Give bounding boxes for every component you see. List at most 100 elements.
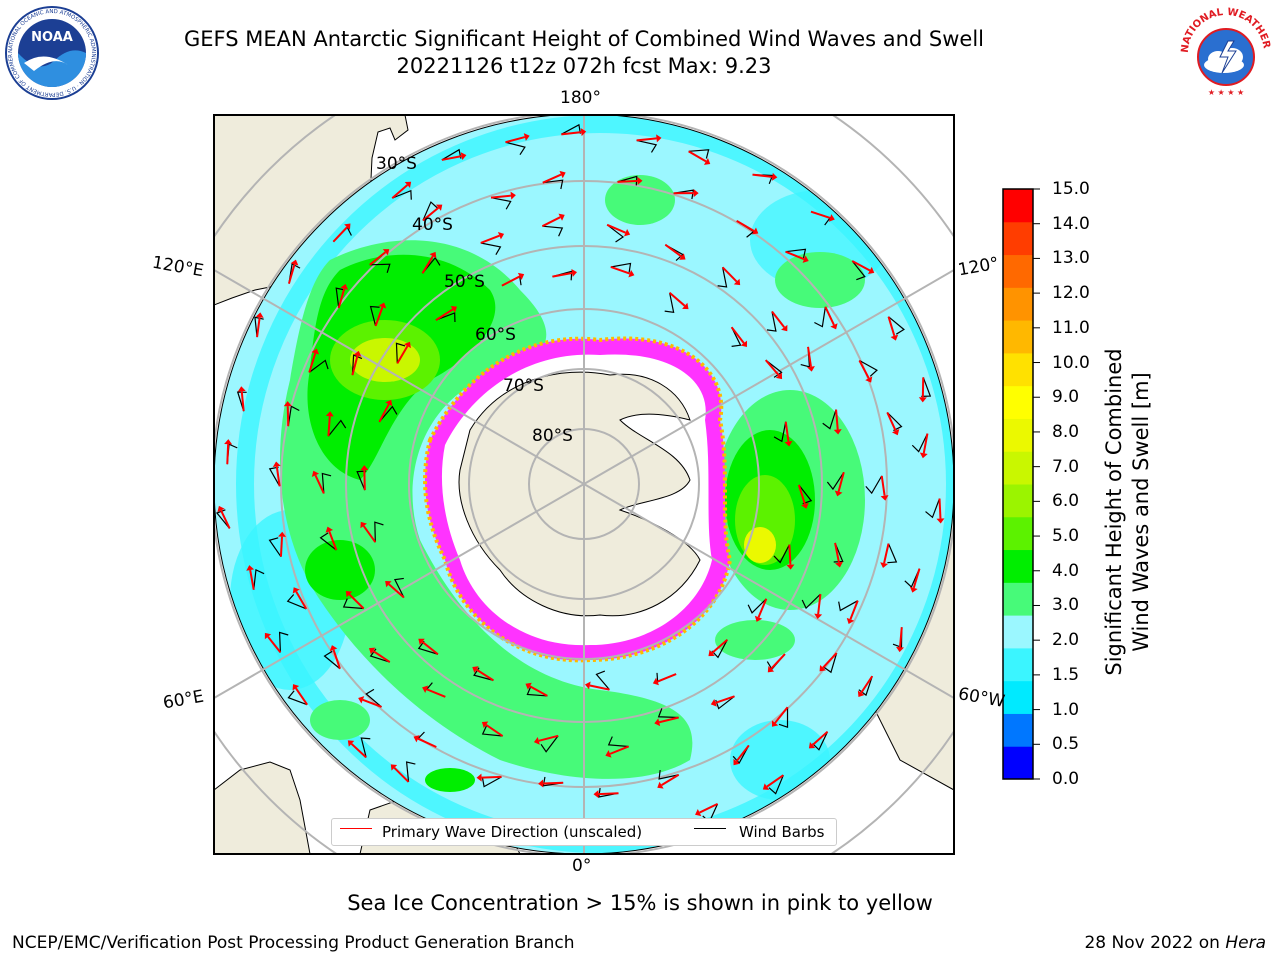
wave-direction-arrow <box>824 306 835 326</box>
wave-direction-arrow <box>351 355 359 376</box>
wave-direction-arrow <box>327 416 331 437</box>
wave-direction-arrow <box>422 206 440 222</box>
wave-direction-arrow <box>899 627 903 648</box>
wave-direction-arrow <box>711 638 728 654</box>
colorbar-tick-label: 7.0 <box>1052 456 1080 477</box>
wave-direction-arrowhead <box>510 191 516 200</box>
wind-barb <box>327 419 347 437</box>
wave-direction-arrow <box>811 730 829 746</box>
wave-direction-arrow <box>475 668 494 682</box>
footer-machine: Hera <box>1225 933 1266 953</box>
colorbar-tick-label: 10.0 <box>1052 352 1090 373</box>
wave-direction-arrow <box>480 234 500 244</box>
wave-direction-arrowhead <box>278 531 286 537</box>
wave-direction-arrow <box>378 403 390 423</box>
wind-barb <box>417 640 439 655</box>
wave-direction-arrowhead <box>460 152 467 161</box>
wave-direction-arrow <box>279 536 284 557</box>
lat-label-30s: 30°S <box>376 154 417 174</box>
wave-direction-arrowhead <box>580 128 587 137</box>
wind-barb <box>658 769 679 780</box>
wind-barb <box>607 736 629 748</box>
wave-direction-arrowhead <box>733 278 741 286</box>
wave-direction-arrow <box>880 475 886 496</box>
wave-direction-arrow <box>668 291 686 307</box>
colorbar-tick-label: 1.5 <box>1052 664 1080 685</box>
wave-direction-arrow <box>699 802 719 814</box>
wave-direction-arrowhead <box>767 665 775 673</box>
wave-direction-arrow <box>788 544 792 565</box>
wave-direction-arrowhead <box>784 440 793 447</box>
wind-barb <box>838 600 859 612</box>
wind-barb <box>859 360 878 377</box>
wave-direction-arrowhead <box>481 721 489 729</box>
wave-direction-arrow <box>286 406 290 427</box>
wave-direction-arrow <box>287 264 296 284</box>
colorbar-tick-label: 1.0 <box>1052 699 1080 720</box>
wave-direction-arrowhead <box>272 461 281 467</box>
wave-direction-arrow <box>810 210 831 219</box>
wave-direction-arrow <box>295 687 308 706</box>
wave-direction-arrow <box>766 774 784 788</box>
wind-barb <box>323 650 341 670</box>
wave-direction-arrowhead <box>786 564 795 570</box>
wave-direction-arrowhead <box>450 305 458 313</box>
wave-direction-arrow <box>256 317 261 338</box>
colorbar-label-line1: Significant Height of Combined <box>1102 348 1126 676</box>
wind-barb <box>814 306 826 328</box>
wave-direction-arrowhead <box>523 133 530 141</box>
wave-direction-arrow <box>501 275 521 287</box>
wave-direction-arrowhead <box>657 781 664 789</box>
footer-date: 28 Nov 2022 on Hera <box>1084 933 1266 953</box>
wave-direction-arrowhead <box>762 783 770 790</box>
wave-direction-arrow <box>372 650 391 663</box>
wind-barb <box>798 484 813 505</box>
wind-barb <box>540 735 559 753</box>
wave-direction-arrow <box>337 288 346 309</box>
wind-barb <box>369 305 380 327</box>
colorbar-segment <box>1003 516 1033 551</box>
wave-direction-arrowhead <box>476 773 482 782</box>
wave-direction-arrowhead <box>637 176 643 185</box>
wave-direction-arrowhead <box>682 302 689 310</box>
wave-direction-arrow <box>785 250 805 261</box>
wave-direction-arrow <box>606 223 626 234</box>
africa-landmass <box>214 761 311 854</box>
colorbar-segment <box>1003 254 1033 288</box>
wind-barb <box>480 242 502 255</box>
wind-barb <box>435 312 456 323</box>
wave-direction-arrow <box>735 744 750 762</box>
colorbar-segment <box>1003 418 1033 452</box>
wave-direction-arrowhead <box>358 696 365 704</box>
colorbar-segment <box>1003 549 1033 583</box>
wave-direction-arrow <box>721 266 738 283</box>
colorbar-tick-label: 13.0 <box>1052 248 1090 269</box>
wave-direction-arrow <box>396 345 409 364</box>
colorbar-segment <box>1003 189 1033 223</box>
colorbar-segment <box>1003 484 1033 518</box>
wave-direction-arrowhead <box>283 401 292 407</box>
wave-direction-arrow <box>275 466 281 487</box>
wave-direction-arrow <box>362 525 377 543</box>
wave-direction-arrow <box>426 688 446 698</box>
wave-direction-arrow <box>348 593 365 610</box>
wave-direction-arrowhead <box>801 502 809 509</box>
wind-barb <box>717 267 728 288</box>
wind-barb <box>287 405 300 427</box>
wave-direction-arrowhead <box>605 750 612 758</box>
wind-barb <box>921 377 932 397</box>
wave-direction-arrowhead <box>413 735 420 743</box>
wave-direction-arrowhead <box>264 632 272 640</box>
lon-label-0: 0° <box>572 856 592 876</box>
wind-barb <box>911 433 928 453</box>
colorbar-segment <box>1003 385 1033 419</box>
graticule <box>214 115 954 854</box>
wind-barb <box>395 342 406 364</box>
wave-direction-arrowhead <box>345 590 353 598</box>
wind-barb <box>526 685 548 697</box>
wind-barb <box>851 260 866 281</box>
wave-direction-arrowhead <box>890 334 899 341</box>
wave-direction-arrowhead <box>217 505 225 513</box>
wave-direction-arrowhead <box>880 495 889 501</box>
wave-direction-arrowhead <box>867 266 875 274</box>
